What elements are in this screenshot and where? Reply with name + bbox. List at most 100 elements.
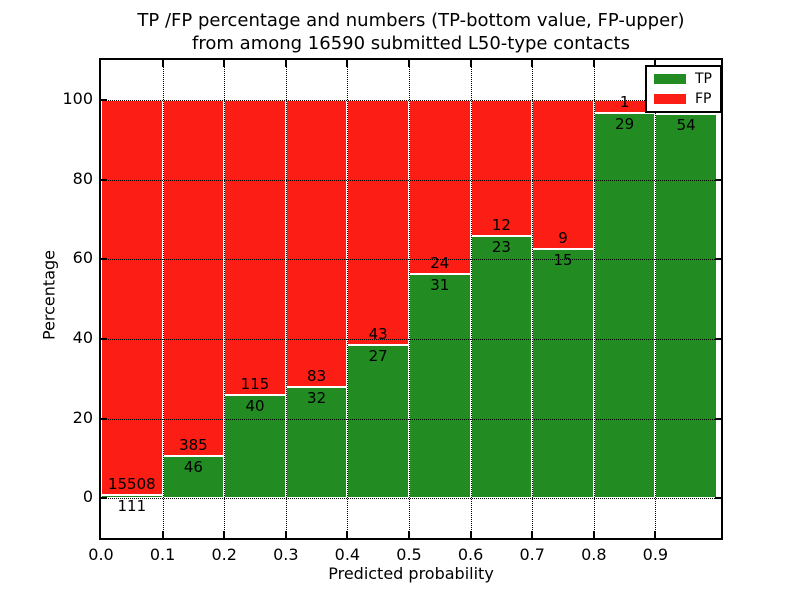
bar-fp-segment bbox=[347, 99, 409, 345]
x-tick-mark-top bbox=[161, 60, 164, 67]
x-tick-mark-top bbox=[223, 60, 226, 67]
x-tick-mark-bottom bbox=[346, 531, 349, 538]
bar-fp-count-label: 24 bbox=[430, 253, 450, 272]
bar-tp-segment bbox=[162, 455, 225, 499]
bar-tp-segment bbox=[532, 249, 594, 499]
legend-row-tp: TP bbox=[654, 71, 712, 87]
bar-tp-count-label: 15 bbox=[553, 251, 573, 270]
legend-swatch-fp bbox=[654, 94, 686, 104]
x-tick-label: 0.7 bbox=[519, 545, 545, 564]
legend-label-fp: FP bbox=[695, 91, 712, 107]
bar-tp-count-label: 27 bbox=[368, 346, 388, 365]
x-tick-label: 0.8 bbox=[581, 545, 607, 564]
x-tick-label: 0.2 bbox=[211, 545, 237, 564]
bar-fp-segment bbox=[162, 99, 225, 456]
y-tick-mark-right bbox=[715, 417, 721, 420]
x-gridline bbox=[285, 60, 287, 538]
x-gridline bbox=[532, 60, 534, 538]
chart-title: TP /FP percentage and numbers (TP-bottom… bbox=[101, 9, 721, 55]
x-tick-mark-top bbox=[654, 60, 657, 67]
legend-label-tp: TP bbox=[695, 71, 712, 87]
bar-tp-segment bbox=[285, 387, 348, 499]
x-tick-mark-top bbox=[592, 60, 595, 67]
bar-tp-count-label: 32 bbox=[307, 389, 327, 408]
y-tick-mark-left bbox=[101, 178, 107, 181]
y-tick-mark-right bbox=[715, 258, 721, 261]
bar-fp-count-label: 115 bbox=[240, 375, 270, 394]
x-tick-mark-bottom bbox=[223, 531, 226, 538]
y-tick-label: 100 bbox=[62, 88, 93, 108]
bar-tp-segment bbox=[347, 344, 409, 499]
x-tick-mark-top bbox=[346, 60, 349, 67]
y-tick-mark-right bbox=[715, 178, 721, 181]
y-tick-mark-left bbox=[101, 337, 107, 340]
x-tick-mark-top bbox=[531, 60, 534, 67]
x-gridline bbox=[655, 60, 657, 538]
bar-tp-segment bbox=[593, 113, 656, 499]
x-tick-label: 0.5 bbox=[396, 545, 422, 564]
y-tick-mark-left bbox=[101, 98, 107, 101]
y-tick-mark-right bbox=[715, 337, 721, 340]
x-gridline bbox=[593, 60, 595, 538]
bar-fp-count-label: 9 bbox=[558, 229, 568, 248]
y-tick-mark-left bbox=[101, 417, 107, 420]
y-tick-label: 40 bbox=[72, 327, 93, 347]
y-gridline bbox=[101, 99, 721, 101]
plot-area: TP FP 15508 111 385 46 115 40 83 32 43 27 24 31 12 23 9… bbox=[62, 58, 723, 564]
bar-fp-segment bbox=[409, 99, 471, 274]
bar-fp-segment bbox=[224, 99, 286, 396]
x-tick-mark-bottom bbox=[531, 531, 534, 538]
legend-row-fp: FP bbox=[654, 91, 712, 107]
legend: TP FP bbox=[645, 65, 722, 113]
bar-tp-segment bbox=[101, 495, 163, 499]
y-gridline bbox=[101, 259, 721, 261]
x-tick-mark-bottom bbox=[161, 531, 164, 538]
y-gridline bbox=[101, 498, 721, 500]
bar-fp-segment bbox=[470, 99, 533, 237]
chart-title-line2: from among 16590 submitted L50-type cont… bbox=[192, 33, 630, 54]
x-gridline bbox=[347, 60, 349, 538]
x-tick-label: 0.6 bbox=[457, 545, 484, 564]
bar-fp-count-label: 385 bbox=[179, 435, 208, 454]
bar-tp-count-label: 23 bbox=[491, 238, 511, 257]
y-gridline bbox=[101, 179, 721, 181]
x-tick-label: 0.4 bbox=[334, 545, 361, 564]
bar-fp-count-label: 83 bbox=[307, 367, 327, 386]
x-gridline bbox=[224, 60, 226, 538]
bar-tp-count-label: 31 bbox=[430, 275, 450, 294]
bar-fp-count-label: 12 bbox=[491, 216, 511, 235]
x-tick-mark-bottom bbox=[654, 531, 657, 538]
x-tick-label: 0.1 bbox=[149, 545, 176, 564]
y-gridline bbox=[101, 338, 721, 340]
y-gridline bbox=[101, 418, 721, 420]
bar-fp-count-label: 15508 bbox=[107, 475, 156, 494]
bar-fp-segment bbox=[532, 99, 594, 250]
y-tick-mark-left bbox=[101, 258, 107, 261]
y-tick-mark-right bbox=[715, 497, 721, 500]
bar-tp-count-label: 111 bbox=[117, 497, 147, 516]
bar-tp-count-label: 40 bbox=[245, 397, 265, 416]
x-tick-label: 0.9 bbox=[642, 545, 669, 564]
x-tick-label: 0.3 bbox=[273, 545, 299, 564]
y-tick-label: 60 bbox=[72, 248, 93, 268]
x-axis-label: Predicted probability bbox=[328, 564, 494, 583]
x-tick-mark-bottom bbox=[408, 531, 410, 538]
bar-tp-segment bbox=[409, 273, 471, 499]
bar-tp-segment bbox=[470, 236, 533, 499]
bar-fp-count-label: 1 bbox=[619, 93, 630, 112]
y-tick-label: 80 bbox=[72, 168, 93, 188]
x-tick-mark-top bbox=[469, 60, 472, 67]
legend-swatch-tp bbox=[654, 74, 686, 84]
y-tick-label: 0 bbox=[82, 487, 93, 507]
bar-fp-segment bbox=[285, 99, 348, 388]
bar-tp-count-label: 54 bbox=[676, 116, 696, 135]
bar-fp-segment bbox=[101, 99, 163, 496]
x-gridline bbox=[162, 60, 164, 538]
bar-tp-count-label: 29 bbox=[615, 115, 635, 134]
bar-fp-count-label: 43 bbox=[368, 324, 388, 343]
x-tick-label: 0.0 bbox=[88, 545, 114, 564]
x-tick-mark-bottom bbox=[469, 531, 472, 538]
chart-title-line1: TP /FP percentage and numbers (TP-bottom… bbox=[137, 10, 685, 31]
x-tick-mark-top bbox=[408, 60, 410, 67]
